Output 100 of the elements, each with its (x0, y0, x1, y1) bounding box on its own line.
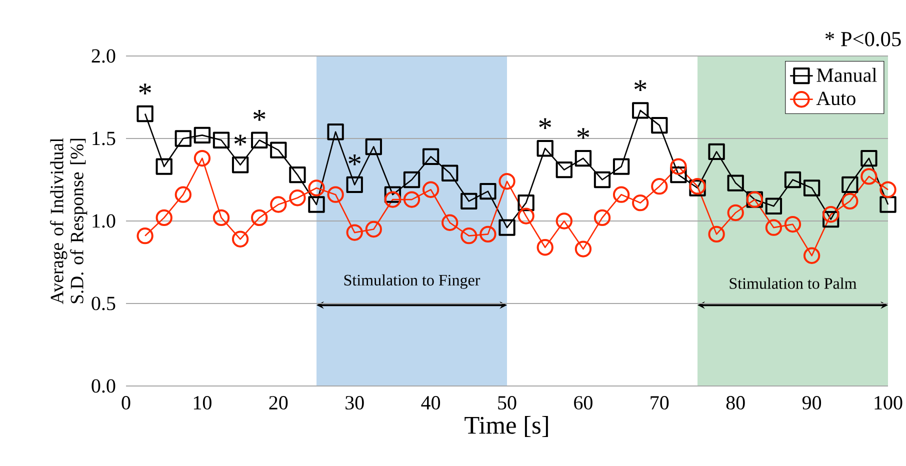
point (612, 186, 630, 203)
annotation: * (253, 110, 266, 121)
point (556, 212, 572, 230)
point (460, 228, 478, 244)
point (346, 224, 363, 241)
point (708, 226, 725, 243)
point (765, 219, 782, 236)
point (289, 190, 306, 206)
point (270, 142, 287, 158)
point (174, 186, 192, 203)
point (498, 173, 516, 190)
point (727, 174, 744, 192)
point (212, 209, 230, 226)
point (822, 211, 840, 228)
y-tick-label: 0.0 (92, 379, 116, 393)
point (365, 138, 382, 156)
point (860, 150, 878, 167)
point (289, 166, 306, 184)
point (136, 105, 154, 122)
point (232, 156, 249, 174)
x-tick-label: 80 (726, 396, 745, 410)
x-axis-title: Time [s] (464, 416, 548, 437)
point (822, 206, 840, 223)
text: * P<0.05 (825, 32, 901, 46)
point (136, 228, 154, 244)
point (612, 158, 630, 175)
point (460, 192, 478, 210)
annotation: * (348, 154, 361, 166)
point (384, 186, 402, 203)
point (651, 178, 668, 195)
point (212, 132, 230, 148)
point (251, 132, 268, 148)
point (708, 143, 725, 160)
point (194, 150, 211, 167)
point (174, 130, 192, 147)
point (403, 191, 420, 208)
point (784, 171, 802, 188)
point (442, 214, 458, 231)
point (384, 191, 402, 208)
point (156, 209, 172, 226)
annotation: * (139, 84, 151, 94)
y-axis-title: Average of Individual S.D. of Response [%] (50, 138, 88, 304)
point (880, 196, 896, 213)
point (594, 171, 611, 188)
point (422, 148, 440, 165)
point (480, 226, 496, 243)
point (842, 176, 858, 194)
point (594, 209, 611, 226)
annotation: * (234, 134, 246, 146)
point (232, 230, 249, 248)
x-tick-label: 70 (650, 396, 669, 410)
point (327, 124, 344, 140)
point (498, 219, 516, 236)
x-tick-label: 0 (122, 396, 130, 410)
point (574, 240, 592, 258)
point (670, 166, 687, 184)
x-tick-label: 50 (498, 396, 516, 410)
point (632, 194, 649, 212)
band-label: Stimulation to Finger (344, 274, 480, 289)
point (156, 158, 172, 175)
point (270, 196, 287, 213)
point (308, 196, 325, 213)
point (518, 194, 534, 212)
point (194, 126, 211, 144)
point (651, 116, 668, 134)
point (518, 208, 534, 224)
legend-label: Manual (816, 68, 877, 82)
legend-label: Auto (816, 92, 856, 106)
point (422, 181, 440, 198)
point (765, 198, 782, 214)
point (784, 216, 802, 233)
point (880, 181, 896, 198)
x-tick-label: 40 (421, 396, 440, 410)
point (632, 102, 649, 119)
point (536, 239, 554, 256)
x-tick-label: 10 (194, 396, 212, 410)
y-tick-label: 2.0 (92, 49, 116, 63)
point (670, 158, 687, 175)
point (403, 171, 420, 188)
point (480, 182, 496, 200)
x-tick-label: 100 (874, 396, 902, 410)
point (803, 180, 820, 196)
annotation: * (577, 128, 590, 139)
y-tick-label: 0.5 (92, 296, 116, 310)
point (803, 247, 820, 264)
annotation: * (634, 80, 646, 92)
y-tick-label: 1.0 (92, 214, 116, 228)
point (860, 168, 878, 185)
point (727, 204, 744, 222)
point (556, 162, 572, 178)
point (327, 186, 344, 203)
point (442, 164, 458, 182)
point (365, 220, 382, 238)
point (251, 209, 268, 226)
point (536, 140, 554, 157)
x-tick-label: 90 (802, 396, 822, 410)
point (308, 180, 325, 196)
x-tick-label: 20 (269, 396, 288, 410)
x-tick-label: 60 (574, 396, 592, 410)
point (574, 150, 592, 167)
